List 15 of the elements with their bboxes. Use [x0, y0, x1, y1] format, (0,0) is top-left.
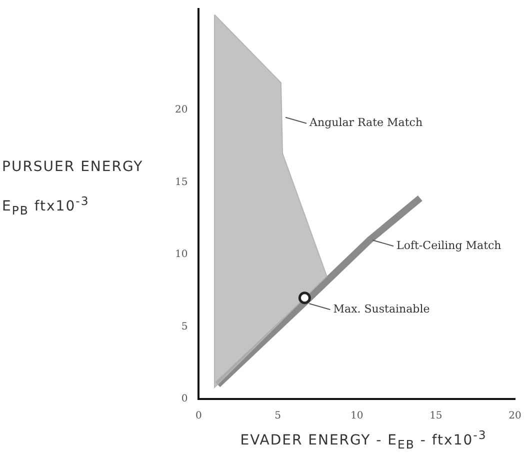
x-tick-label: 20 — [508, 410, 522, 422]
annotation: Loft-Ceiling Match — [396, 238, 502, 252]
y-tick-label: 20 — [174, 104, 188, 116]
y-tick-label: 0 — [181, 394, 188, 405]
x-tick-label: 10 — [350, 410, 364, 422]
annotation: Angular Rate Match — [308, 116, 423, 130]
y-tick-label: 15 — [174, 176, 188, 188]
x-tick-label: 15 — [430, 410, 442, 422]
y-tick-label: 10 — [174, 249, 188, 260]
x-tick-label: 5 — [274, 410, 281, 422]
x-axis-title: EVADER ENERGY - E$_{EB}$ - ftx10$^{-3}$ — [239, 428, 488, 452]
y-tick-label: 5 — [181, 321, 188, 332]
x-tick-label: 0 — [196, 410, 202, 422]
text: PURSUER ENERGY E$_{PB}$ ftx10$^{-3}$ — [2, 159, 144, 218]
annotation: Max. Sustainable — [333, 302, 430, 316]
